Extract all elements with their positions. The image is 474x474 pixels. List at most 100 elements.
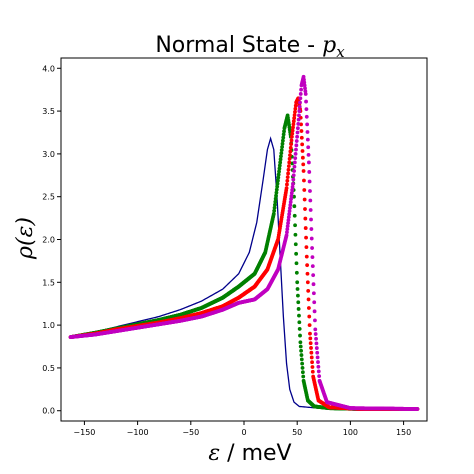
series-3-point (313, 332, 318, 336)
series-1-point (281, 132, 286, 137)
series-3-point (314, 341, 319, 346)
series-3-point (288, 206, 292, 210)
series-1-point (279, 154, 283, 159)
y-tick-label: 1.5 (42, 278, 55, 287)
series-2-point (309, 355, 314, 360)
series-3-point (303, 86, 307, 91)
series-3-point (295, 134, 300, 139)
series-2-point (292, 113, 297, 117)
series-3-point (415, 407, 420, 411)
series-3-point (285, 224, 290, 229)
series-3-point (310, 264, 315, 269)
series-3-point (316, 364, 321, 369)
series-3-point (304, 114, 309, 119)
series-3-point (315, 350, 320, 355)
y-tick-label: 4.0 (42, 64, 55, 73)
series-2-point (284, 186, 289, 191)
series-2-point (299, 135, 304, 140)
series-3-point (308, 208, 313, 212)
series-2-point (289, 134, 294, 139)
series-1-point (275, 181, 280, 186)
y-tick-label: 3.0 (42, 150, 55, 159)
series-1-point (300, 370, 305, 375)
series-3-point (305, 130, 310, 134)
series-2-point (306, 297, 311, 302)
series-1-point (297, 320, 302, 325)
series-1-point (277, 169, 281, 174)
series-2-point (289, 142, 294, 147)
series-3-point (306, 145, 311, 150)
series-2-point (291, 122, 296, 127)
series-3-point (284, 233, 289, 238)
series-3-point (290, 187, 295, 192)
series-2-point (300, 142, 305, 147)
series-1-point (277, 166, 282, 171)
series-1-point (279, 148, 284, 152)
series-1-point (292, 204, 297, 209)
series-3-point (308, 189, 312, 193)
series-1-point (299, 353, 304, 357)
series-3-point (294, 143, 299, 148)
series-2-point (289, 138, 294, 143)
series-2-point (300, 155, 305, 160)
series-2-point (303, 226, 308, 230)
series-3-point (292, 164, 297, 169)
series-3-point (297, 104, 302, 109)
series-2-point (290, 131, 295, 136)
series-3-point (286, 215, 291, 219)
series-1-point (297, 313, 301, 318)
series-2-point (285, 182, 289, 187)
series-3-point (297, 113, 301, 118)
series-2-point (288, 145, 293, 150)
series-2-point (301, 169, 306, 173)
y-tick-label: 2.5 (42, 193, 55, 202)
series-2-point (305, 263, 310, 268)
series-1-point (298, 344, 303, 349)
series-1-point (300, 366, 305, 370)
series-2-point (307, 314, 312, 319)
series-1-point (280, 138, 285, 143)
series-1-point (271, 211, 276, 216)
series-3-point (311, 273, 316, 278)
series-3-point (293, 156, 298, 161)
series-3-point (289, 191, 294, 195)
series-2-point (288, 149, 293, 154)
series-2-point (293, 106, 298, 111)
series-2-point (293, 109, 297, 114)
series-1-point (294, 270, 299, 275)
series-1-point (279, 151, 284, 156)
series-1-point (272, 208, 277, 213)
series-3-point (286, 218, 291, 223)
series-3-point (311, 282, 316, 287)
series-1-point (299, 357, 304, 362)
series-3-point (317, 374, 322, 378)
series-2-point (308, 336, 313, 341)
x-tick-label: −150 (73, 428, 95, 437)
series-1-point (278, 160, 283, 165)
series-3-point (314, 346, 319, 350)
series-1-point (293, 232, 298, 237)
series-2-point (302, 178, 306, 183)
y-tick-label: 0.5 (42, 364, 55, 373)
series-2-point (299, 122, 303, 127)
series-1-point (293, 223, 297, 228)
series-3-point (305, 122, 310, 127)
series-3-point (298, 100, 302, 105)
series-1-point (273, 199, 278, 204)
series-3-point (291, 173, 296, 178)
series-2-point (302, 188, 307, 192)
series-3-point (287, 212, 292, 216)
series-1-point (280, 141, 285, 146)
series-2-point (309, 346, 313, 350)
series-2-point (290, 128, 295, 133)
series-3-point (304, 99, 308, 104)
x-tick-label: 100 (343, 428, 358, 437)
series-2-point (286, 171, 290, 176)
series-1-point (292, 213, 297, 218)
series-3-point (303, 92, 308, 96)
series-1-point (299, 348, 303, 353)
series-3-point (291, 181, 295, 186)
series-3-point (287, 209, 292, 213)
series-1-point (275, 184, 280, 189)
